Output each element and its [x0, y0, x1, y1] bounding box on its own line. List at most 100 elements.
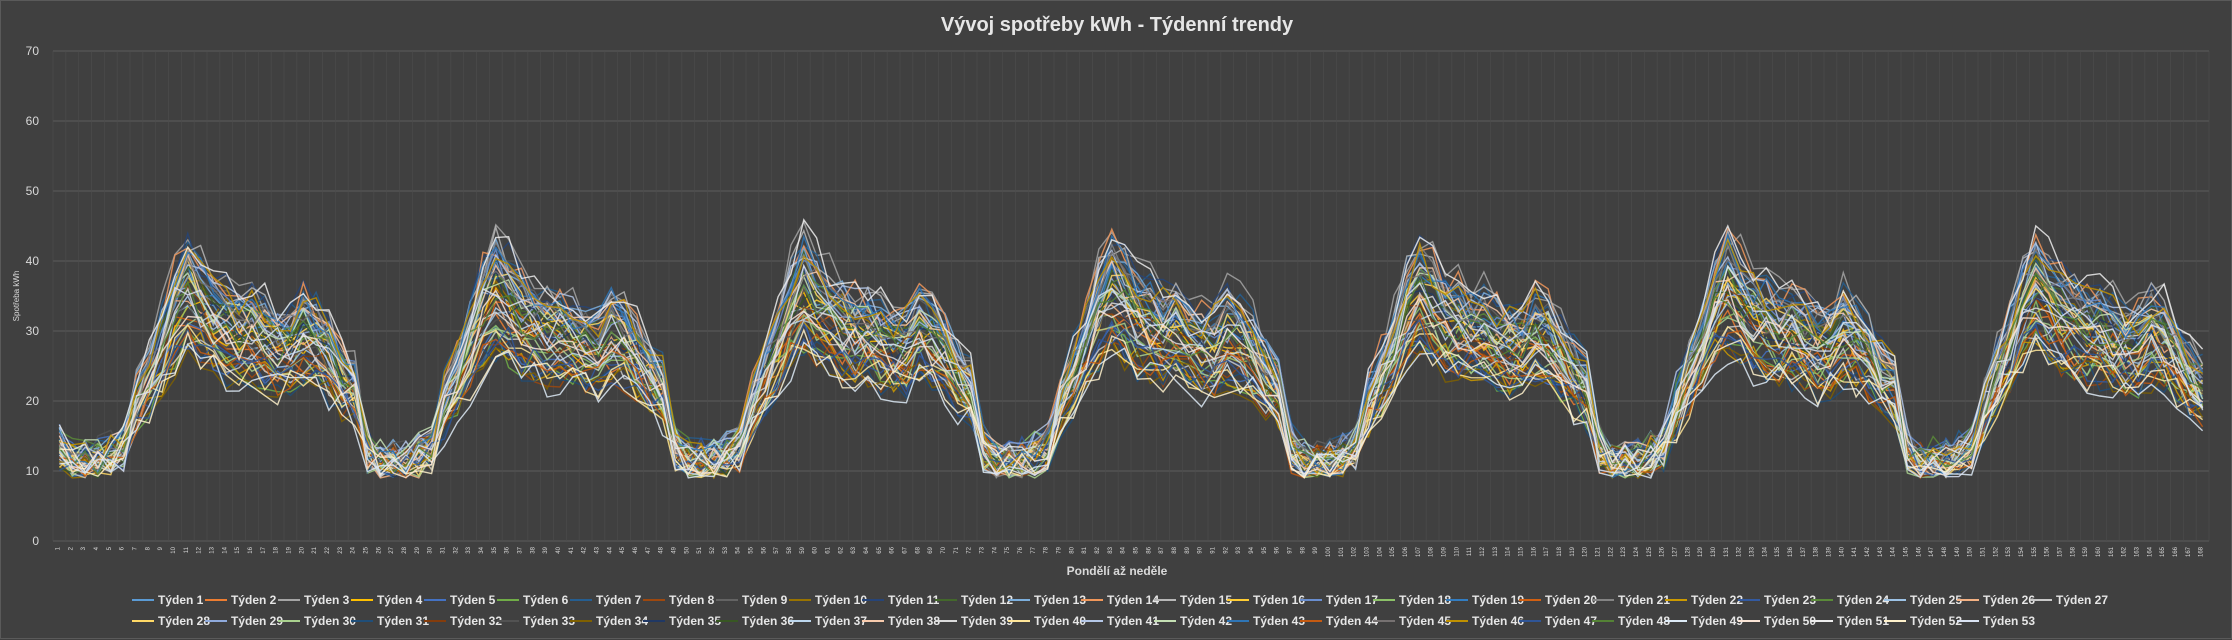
x-tick-label: 96: [1275, 546, 1281, 553]
x-tick-label: 155: [2032, 546, 2038, 557]
y-tick-label: 60: [26, 114, 40, 128]
legend-label: Týden 43: [1253, 614, 1305, 628]
series-lines: [58, 218, 2204, 480]
x-tick-label: 105: [1390, 546, 1396, 557]
legend-item: Týden 43: [1227, 614, 1305, 628]
x-tick-label: 153: [2006, 546, 2012, 557]
x-tick-label: 132: [1737, 546, 1743, 557]
x-tick-label: 26: [376, 546, 382, 553]
x-tick-label: 127: [1672, 546, 1678, 557]
legend-item: Týden 30: [278, 614, 356, 628]
legend-label: Týden 29: [231, 614, 283, 628]
legend-label: Týden 15: [1180, 593, 1232, 607]
x-tick-label: 21: [312, 546, 318, 553]
legend-item: Týden 53: [1957, 614, 2035, 628]
x-tick-label: 24: [351, 546, 357, 553]
legend-item: Týden 12: [935, 593, 1013, 607]
x-tick-label: 133: [1749, 546, 1755, 557]
x-tick-label: 94: [1249, 546, 1255, 553]
x-tick-label: 52: [710, 546, 716, 553]
x-tick-label: 84: [1121, 546, 1127, 553]
legend-label: Týden 19: [1472, 593, 1524, 607]
series-line: [58, 224, 2204, 479]
legend-item: Týden 41: [1081, 614, 1159, 628]
x-tick-label: 3: [81, 546, 87, 550]
legend-item: Týden 21: [1592, 593, 1670, 607]
x-tick-label: 161: [2109, 546, 2115, 557]
y-tick-label: 20: [26, 394, 40, 408]
legend-item: Týden 25: [1884, 593, 1962, 607]
x-tick-label: 69: [928, 546, 934, 553]
legend-item: Týden 42: [1154, 614, 1232, 628]
legend-label: Týden 38: [888, 614, 940, 628]
x-tick-label: 119: [1570, 546, 1576, 556]
x-tick-label: 110: [1454, 546, 1460, 556]
legend-item: Týden 37: [789, 614, 867, 628]
x-tick-label: 143: [1878, 546, 1884, 557]
legend-label: Týden 45: [1399, 614, 1451, 628]
legend-label: Týden 35: [669, 614, 721, 628]
x-tick-label: 61: [825, 546, 831, 553]
legend-label: Týden 4: [377, 593, 423, 607]
x-tick-label: 25: [363, 546, 369, 553]
x-tick-label: 121: [1595, 546, 1601, 557]
legend-label: Týden 25: [1910, 593, 1962, 607]
x-tick-label: 64: [864, 546, 870, 553]
legend-label: Týden 33: [523, 614, 575, 628]
legend-item: Týden 1: [132, 593, 204, 607]
legend-label: Týden 28: [158, 614, 210, 628]
x-tick-label: 126: [1660, 546, 1666, 557]
x-tick-label: 74: [992, 546, 998, 553]
x-tick-label: 89: [1185, 546, 1191, 553]
x-tick-label: 50: [684, 546, 690, 553]
x-tick-label: 15: [235, 546, 241, 553]
legend-label: Týden 50: [1764, 614, 1816, 628]
x-tick-label: 70: [941, 546, 947, 553]
legend-item: Týden 26: [1957, 593, 2035, 607]
x-tick-label: 81: [1082, 546, 1088, 553]
legend-label: Týden 7: [596, 593, 642, 607]
x-tick-label: 159: [2083, 546, 2089, 557]
legend-label: Týden 51: [1837, 614, 1889, 628]
x-tick-label: 122: [1608, 546, 1614, 557]
x-tick-label: 93: [1236, 546, 1242, 553]
x-tick-label: 57: [774, 546, 780, 553]
legend-label: Týden 16: [1253, 593, 1305, 607]
x-tick-label: 5: [107, 546, 113, 550]
x-tick-label: 103: [1364, 546, 1370, 557]
legend-label: Týden 46: [1472, 614, 1524, 628]
chart-title: Vývoj spotřeby kWh - Týdenní trendy: [941, 14, 1294, 36]
x-tick-label: 91: [1210, 546, 1216, 553]
y-tick-label: 70: [26, 44, 40, 58]
legend-label: Týden 40: [1034, 614, 1086, 628]
x-tick-label: 104: [1377, 546, 1383, 557]
legend-label: Týden 36: [742, 614, 794, 628]
series-line: [58, 323, 2204, 478]
x-tick-label: 85: [1133, 546, 1139, 553]
x-tick-label: 100: [1326, 546, 1332, 557]
x-tick-label: 47: [646, 546, 652, 553]
x-tick-label: 98: [1300, 546, 1306, 553]
y-tick-label: 40: [26, 254, 40, 268]
legend-label: Týden 39: [961, 614, 1013, 628]
legend-label: Týden 6: [523, 593, 569, 607]
legend-label: Týden 21: [1618, 593, 1670, 607]
x-tick-label: 72: [967, 546, 973, 553]
x-tick-label: 40: [556, 546, 562, 553]
legend-item: Týden 10: [789, 593, 867, 607]
x-tick-label: 145: [1903, 546, 1909, 557]
legend-label: Týden 20: [1545, 593, 1597, 607]
x-tick-label: 115: [1518, 546, 1524, 556]
x-tick-label: 152: [1993, 546, 1999, 557]
x-tick-label: 68: [915, 546, 921, 553]
x-tick-label: 112: [1480, 546, 1486, 556]
x-tick-label: 56: [761, 546, 767, 553]
x-tick-label: 73: [979, 546, 985, 553]
x-tick-label: 34: [479, 546, 485, 553]
x-tick-label: 17: [261, 546, 267, 553]
x-tick-label: 32: [453, 546, 459, 553]
legend-item: Týden 31: [351, 614, 429, 628]
legend-item: Týden 32: [424, 614, 502, 628]
x-tick-label: 128: [1685, 546, 1691, 557]
